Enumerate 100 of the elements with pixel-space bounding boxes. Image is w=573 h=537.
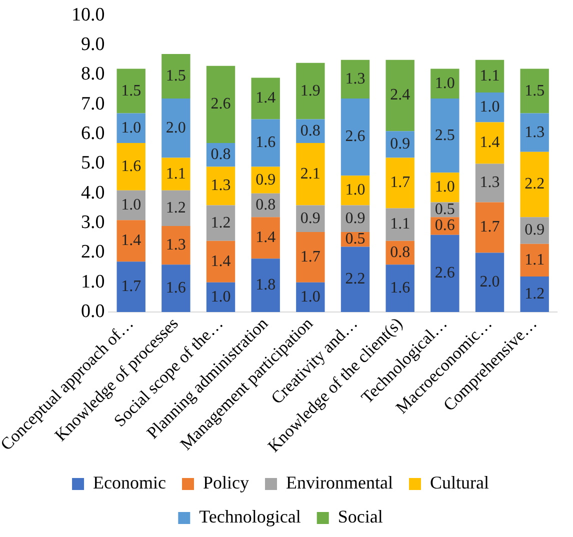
bar <box>206 166 236 206</box>
data-label: 2.2 <box>345 270 366 288</box>
data-label: 1.7 <box>390 174 410 192</box>
data-label: 0.9 <box>300 210 320 227</box>
bar <box>162 264 190 312</box>
bar <box>162 98 190 158</box>
data-label: 1.4 <box>256 229 276 246</box>
bar <box>296 142 325 206</box>
bar <box>475 60 504 93</box>
bar <box>520 152 549 218</box>
data-label: 0.8 <box>390 244 410 261</box>
bar <box>340 98 370 176</box>
data-label: 2.2 <box>524 176 545 193</box>
data-label: 2.6 <box>345 128 366 146</box>
data-label: 1.6 <box>256 134 276 152</box>
data-label: 1.1 <box>524 251 545 268</box>
data-label: 1.4 <box>480 134 500 152</box>
y-tick-label: 5.0 <box>80 152 105 174</box>
bar <box>116 220 146 262</box>
y-tick-label: 9.0 <box>80 34 105 56</box>
bar <box>475 92 504 122</box>
bar <box>162 158 190 190</box>
data-label: 1.9 <box>300 82 320 100</box>
data-label: 1.6 <box>166 280 186 297</box>
bar <box>386 131 414 158</box>
y-tick-label: 2.0 <box>80 242 105 263</box>
data-label: 2.0 <box>166 119 186 136</box>
bar <box>340 176 370 206</box>
legend-label: Environmental <box>286 472 393 493</box>
data-label: 1.5 <box>121 82 142 100</box>
bar <box>116 113 146 143</box>
bar <box>251 78 280 120</box>
data-label: 2.0 <box>480 274 500 291</box>
data-label: 2.1 <box>300 165 320 182</box>
data-label: 1.1 <box>480 67 500 84</box>
legend-label: Economic <box>93 472 166 493</box>
bar <box>340 246 370 312</box>
data-label: 1.0 <box>121 119 142 136</box>
bar <box>162 190 190 226</box>
data-label: 1.0 <box>300 288 320 306</box>
data-label: 1.4 <box>121 232 142 250</box>
bar <box>251 119 280 167</box>
data-label: 2.6 <box>434 264 455 282</box>
bar <box>116 68 146 114</box>
legend-label: Cultural <box>430 472 489 493</box>
bar <box>520 217 549 244</box>
bar <box>475 202 504 253</box>
data-label: 0.5 <box>345 230 366 248</box>
y-tick-label: 4.0 <box>80 182 105 204</box>
bar <box>206 205 236 241</box>
bar <box>520 68 549 114</box>
bar <box>206 240 236 282</box>
bar <box>430 234 460 312</box>
legend-label: Technological <box>199 506 301 527</box>
data-label: 1.3 <box>524 124 545 141</box>
data-label: 0.6 <box>434 217 455 234</box>
bar <box>386 158 414 208</box>
data-label: 1.2 <box>166 199 186 216</box>
bar <box>206 282 236 312</box>
data-label: 0.9 <box>524 222 545 239</box>
data-label: 1.3 <box>480 174 500 192</box>
bar <box>430 98 460 173</box>
data-label: 1.0 <box>480 98 500 116</box>
data-label: 1.6 <box>121 158 142 175</box>
data-label: 0.8 <box>210 146 231 164</box>
bar <box>340 60 370 98</box>
data-label: 1.3 <box>345 70 366 88</box>
bar <box>475 122 504 164</box>
y-tick-label: 3.0 <box>80 212 105 234</box>
data-label: 1.4 <box>256 90 276 107</box>
bar <box>520 113 549 152</box>
data-label: 0.5 <box>434 200 455 218</box>
y-tick-label: 8.0 <box>80 64 105 85</box>
y-tick-label: 0.0 <box>80 301 105 322</box>
legend-label: Social <box>338 506 383 527</box>
bar <box>116 190 146 220</box>
data-label: 1.0 <box>121 196 142 214</box>
bar <box>386 60 414 132</box>
data-label: 1.2 <box>210 214 231 232</box>
data-label: 1.0 <box>434 178 455 196</box>
data-label: 1.7 <box>480 218 500 236</box>
y-tick-label: 1.0 <box>80 271 105 292</box>
data-label: 1.4 <box>210 252 231 270</box>
bar <box>296 232 325 282</box>
data-label: 0.8 <box>300 122 320 140</box>
bar <box>116 262 146 312</box>
bar <box>430 68 460 98</box>
bar <box>520 244 549 276</box>
bar <box>251 217 280 259</box>
bar <box>475 164 504 202</box>
data-label: 1.7 <box>300 248 320 266</box>
bar <box>116 142 146 190</box>
bar <box>430 172 460 202</box>
data-label: 1.0 <box>434 74 455 92</box>
bar <box>296 62 325 120</box>
bar <box>162 226 190 265</box>
y-tick-label: 6.0 <box>80 123 105 144</box>
data-label: 1.8 <box>256 276 276 294</box>
data-label: 0.9 <box>390 136 410 153</box>
data-label: 1.1 <box>390 216 410 233</box>
